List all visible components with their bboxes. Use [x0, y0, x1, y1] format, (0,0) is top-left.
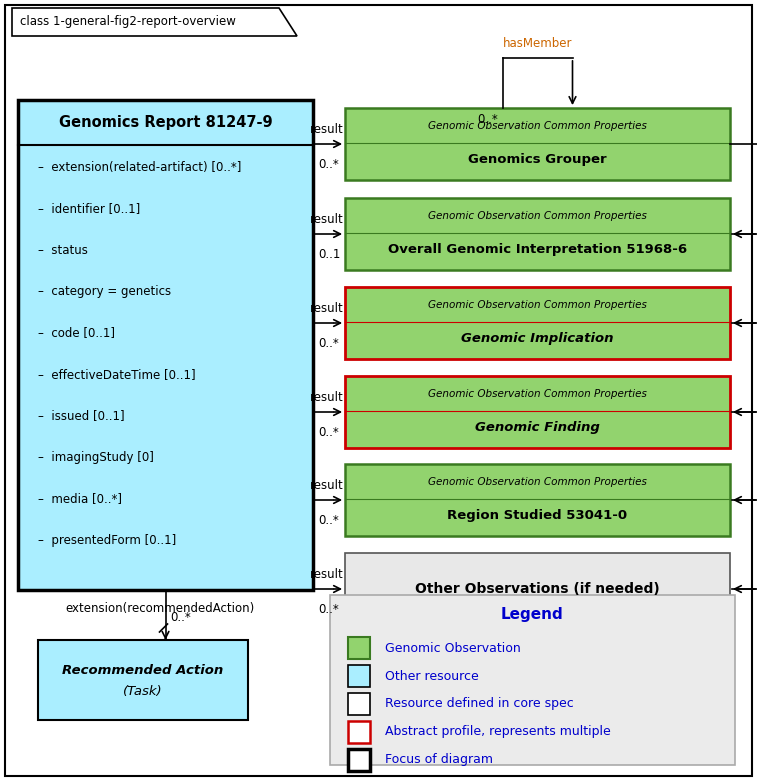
Text: result: result: [310, 391, 344, 404]
Bar: [348, 721, 370, 743]
Text: result: result: [310, 123, 344, 136]
Text: 0..*: 0..*: [318, 337, 338, 350]
Polygon shape: [12, 8, 297, 36]
Text: Genomics Report 81247-9: Genomics Report 81247-9: [59, 115, 273, 130]
Text: Overall Genomic Interpretation 51968-6: Overall Genomic Interpretation 51968-6: [388, 244, 687, 256]
Text: result: result: [310, 568, 344, 581]
Text: –  effectiveDateTime [0..1]: – effectiveDateTime [0..1]: [38, 368, 195, 381]
Text: 0..*: 0..*: [318, 514, 338, 527]
Text: –  imagingStudy [0]: – imagingStudy [0]: [38, 451, 154, 464]
Text: 0..*: 0..*: [318, 603, 338, 616]
Text: –  presentedForm [0..1]: – presentedForm [0..1]: [38, 534, 176, 547]
Bar: [345, 287, 730, 359]
Text: Genomic Observation Common Properties: Genomic Observation Common Properties: [428, 300, 647, 310]
Text: –  code [0..1]: – code [0..1]: [38, 326, 115, 340]
Text: result: result: [310, 302, 344, 315]
Text: Recommended Action: Recommended Action: [62, 664, 223, 677]
Text: Genomic Observation Common Properties: Genomic Observation Common Properties: [428, 211, 647, 221]
Text: 0..1: 0..1: [318, 248, 341, 261]
Bar: [345, 376, 730, 448]
Bar: [348, 693, 370, 715]
Text: Genomics Grouper: Genomics Grouper: [468, 153, 607, 166]
Bar: [348, 665, 370, 687]
Text: –  issued [0..1]: – issued [0..1]: [38, 409, 125, 423]
Bar: [345, 553, 730, 625]
Text: class 1-general-fig2-report-overview: class 1-general-fig2-report-overview: [20, 16, 236, 28]
Text: 0..*: 0..*: [477, 113, 497, 126]
Text: Genomic Observation Common Properties: Genomic Observation Common Properties: [428, 477, 647, 487]
Bar: [38, 640, 248, 720]
Text: –  category = genetics: – category = genetics: [38, 285, 171, 298]
Bar: [345, 198, 730, 270]
Text: Other Observations (if needed): Other Observations (if needed): [415, 582, 660, 596]
Text: 0..*: 0..*: [318, 426, 338, 439]
Text: 0..*: 0..*: [170, 611, 192, 624]
Text: 0..*: 0..*: [318, 158, 338, 171]
Text: Genomic Observation Common Properties: Genomic Observation Common Properties: [428, 389, 647, 399]
Bar: [345, 108, 730, 180]
Text: Other resource: Other resource: [385, 669, 478, 683]
Text: hasMember: hasMember: [503, 37, 572, 50]
Text: –  status: – status: [38, 244, 88, 256]
Bar: [348, 637, 370, 659]
Bar: [348, 749, 370, 771]
Text: Genomic Observation: Genomic Observation: [385, 641, 521, 654]
Text: Genomic Finding: Genomic Finding: [475, 421, 600, 434]
Bar: [330, 595, 735, 765]
Text: Genomic Implication: Genomic Implication: [461, 333, 614, 345]
Text: Abstract profile, represents multiple: Abstract profile, represents multiple: [385, 726, 611, 739]
Text: extension(recommendedAction): extension(recommendedAction): [66, 602, 255, 615]
Text: Genomic Observation Common Properties: Genomic Observation Common Properties: [428, 121, 647, 131]
Text: Focus of diagram: Focus of diagram: [385, 754, 493, 766]
Bar: [18, 100, 313, 590]
Text: (Task): (Task): [123, 686, 163, 698]
Text: Legend: Legend: [501, 608, 564, 622]
Text: Region Studied 53041-0: Region Studied 53041-0: [447, 509, 628, 522]
Text: result: result: [310, 479, 344, 492]
Text: –  media [0..*]: – media [0..*]: [38, 493, 122, 505]
Text: –  extension(related-artifact) [0..*]: – extension(related-artifact) [0..*]: [38, 161, 241, 173]
Text: –  identifier [0..1]: – identifier [0..1]: [38, 202, 140, 215]
Bar: [345, 464, 730, 536]
Text: Resource defined in core spec: Resource defined in core spec: [385, 697, 574, 711]
Text: result: result: [310, 213, 344, 226]
